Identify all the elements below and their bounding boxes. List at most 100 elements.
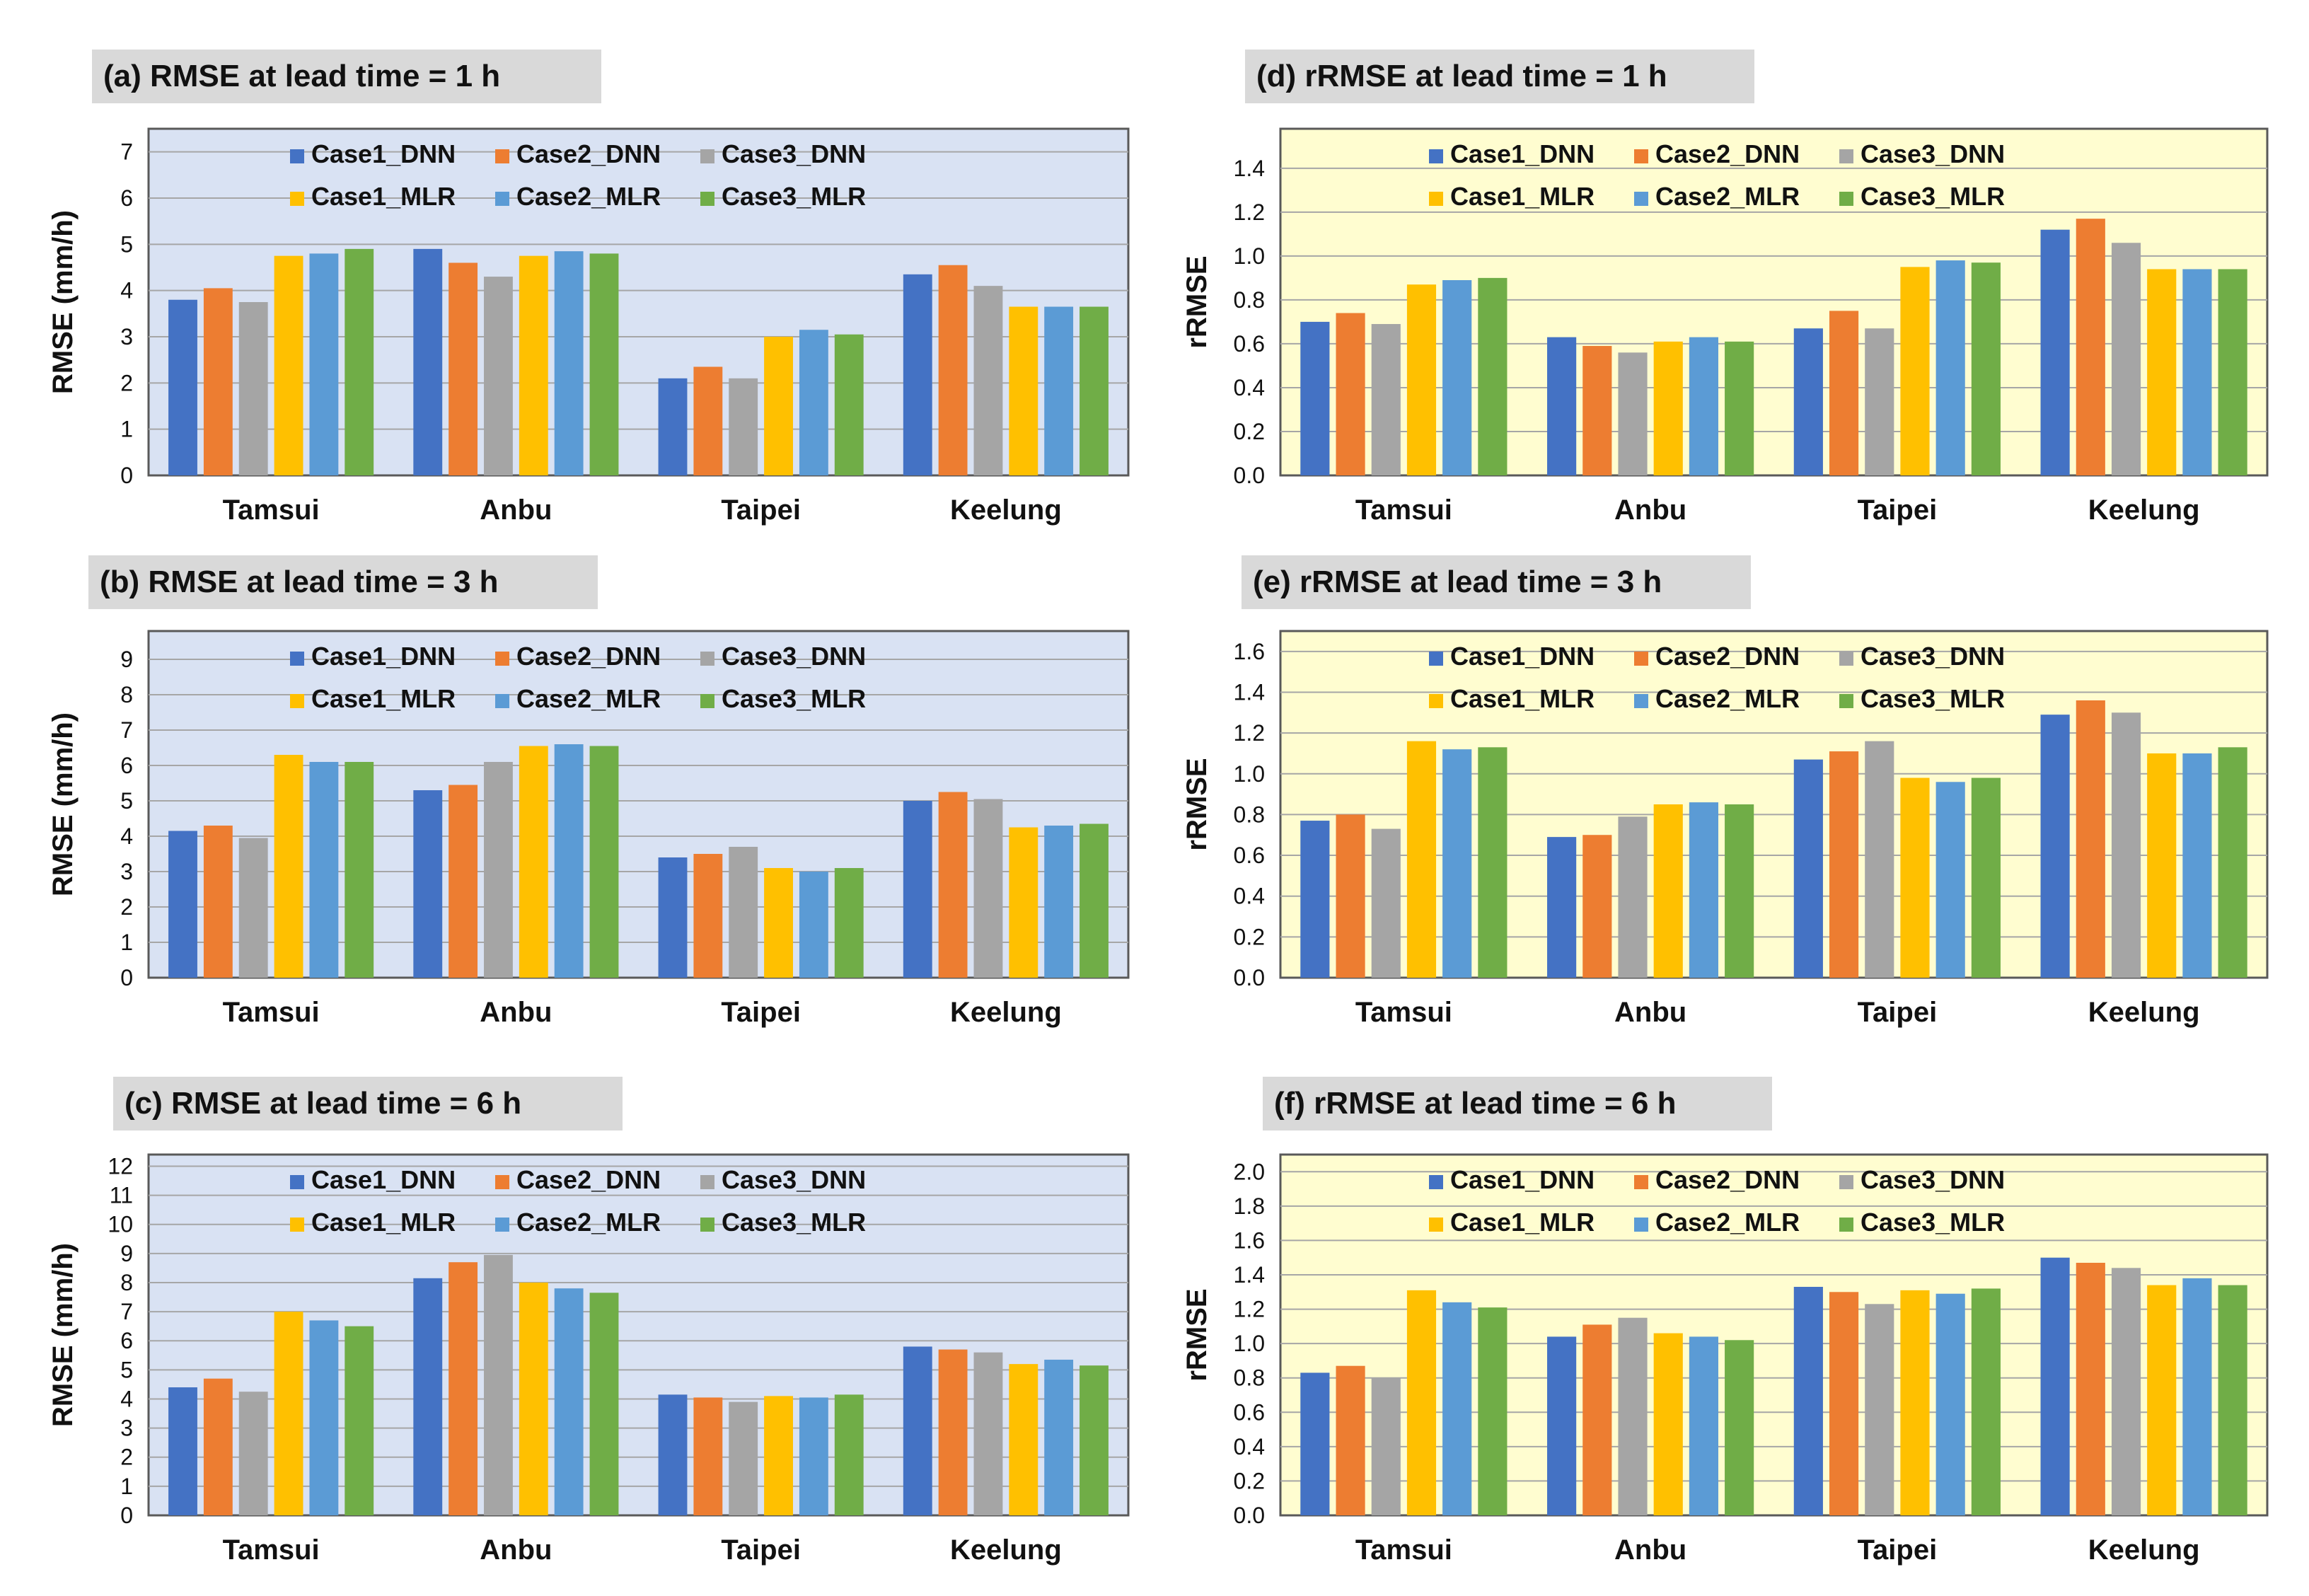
bar — [1935, 1293, 1965, 1515]
bar — [413, 790, 443, 978]
bar — [1547, 1336, 1577, 1515]
y-tick-label: 7 — [120, 139, 133, 165]
bar — [2040, 229, 2070, 475]
legend-swatch — [1429, 149, 1443, 163]
legend-label: Case2_DNN — [516, 1165, 661, 1194]
legend-label: Case2_DNN — [516, 642, 661, 671]
bar — [2147, 1285, 2177, 1515]
legend-label: Case2_DNN — [516, 139, 661, 168]
bar — [729, 847, 758, 978]
x-tick-label: Taipei — [1858, 1534, 1938, 1566]
legend-swatch — [495, 652, 509, 666]
y-tick-label: 0.6 — [1234, 843, 1265, 868]
legend-label: Case2_MLR — [516, 1208, 661, 1237]
legend-swatch — [700, 1218, 714, 1232]
bar — [938, 792, 968, 978]
y-tick-label: 1.6 — [1234, 1227, 1265, 1253]
x-tick-label: Anbu — [480, 1534, 552, 1566]
bar — [274, 1312, 303, 1515]
bar — [309, 762, 339, 978]
bar — [834, 868, 864, 978]
bar — [1900, 777, 1930, 978]
bar — [2111, 1268, 2141, 1515]
bar — [168, 299, 197, 475]
bar — [834, 1394, 864, 1515]
bar — [1582, 835, 1612, 978]
x-tick-label: Tamsui — [223, 1534, 320, 1566]
bar — [1971, 262, 2001, 475]
legend-swatch — [1634, 1218, 1648, 1232]
legend-label: Case1_DNN — [1450, 1165, 1595, 1194]
bar — [1829, 751, 1859, 978]
x-tick-label: Tamsui — [223, 495, 320, 526]
legend-label: Case3_DNN — [722, 1165, 866, 1194]
bar — [2076, 1263, 2105, 1515]
y-tick-label: 1.4 — [1234, 1262, 1265, 1288]
y-tick-label: 0.4 — [1234, 884, 1265, 909]
legend-label: Case2_DNN — [1655, 642, 1800, 671]
bar — [1582, 1324, 1612, 1515]
y-tick-label: 3 — [120, 1416, 133, 1441]
y-axis-label: RMSE (mm/h) — [47, 712, 79, 896]
bar — [449, 1262, 478, 1515]
bar — [1582, 346, 1612, 475]
bar — [903, 274, 932, 475]
legend-label: Case3_MLR — [722, 182, 866, 211]
bar — [693, 1397, 723, 1515]
y-tick-label: 1.0 — [1234, 761, 1265, 787]
bar — [729, 378, 758, 475]
legend-swatch — [1839, 1218, 1853, 1232]
legend-swatch — [1839, 652, 1853, 666]
y-tick-label: 2 — [120, 1445, 133, 1470]
bar — [203, 1378, 233, 1515]
legend-swatch — [1839, 192, 1853, 206]
x-tick-label: Anbu — [1614, 1534, 1686, 1566]
bar — [2218, 1285, 2247, 1515]
bar — [203, 826, 233, 978]
bar — [554, 1288, 584, 1515]
bar — [2218, 269, 2247, 475]
legend-swatch — [495, 149, 509, 163]
y-tick-label: 0 — [120, 965, 133, 990]
legend-swatch — [495, 1218, 509, 1232]
legend-swatch — [1634, 1175, 1648, 1189]
bar — [413, 1278, 443, 1515]
x-tick-label: Taipei — [1858, 997, 1938, 1028]
bar — [484, 762, 513, 978]
bar — [1406, 1290, 1437, 1515]
y-tick-label: 0.2 — [1234, 419, 1265, 444]
bar — [1406, 741, 1437, 978]
bar — [1865, 1304, 1894, 1515]
y-tick-label: 5 — [120, 788, 133, 814]
y-tick-label: 6 — [120, 1328, 133, 1353]
bar — [2111, 243, 2141, 475]
x-tick-label: Tamsui — [1355, 495, 1452, 526]
bar — [1044, 826, 1074, 978]
chart-title-a: (a) RMSE at lead time = 1 h — [92, 50, 601, 103]
bar — [519, 255, 548, 475]
y-tick-label: 1.2 — [1234, 720, 1265, 746]
y-tick-label: 0.8 — [1234, 1365, 1265, 1391]
y-tick-label: 2.0 — [1234, 1159, 1265, 1184]
bar-chart-d: 0.0 0.2 0.4 0.6 0.8 1.0 1.2 1.4 rRMSE Tamsui Anbu T… — [1181, 127, 2269, 526]
legend-swatch — [1429, 192, 1443, 206]
legend-swatch — [495, 192, 509, 206]
bar — [1935, 260, 1965, 475]
y-tick-label: 0 — [120, 1503, 133, 1528]
bar — [2182, 1278, 2212, 1515]
bar — [1793, 328, 1823, 475]
legend-label: Case3_DNN — [1860, 1165, 2005, 1194]
bar — [729, 1401, 758, 1515]
x-tick-label: Anbu — [480, 495, 552, 526]
bar — [1829, 311, 1859, 475]
bar — [693, 854, 723, 978]
y-tick-label: 10 — [108, 1212, 133, 1237]
bar — [2076, 700, 2105, 978]
bar — [1371, 1377, 1401, 1515]
legend-label: Case1_MLR — [1450, 684, 1595, 713]
bar — [1371, 828, 1401, 978]
legend-swatch — [700, 1175, 714, 1189]
y-tick-label: 11 — [110, 1183, 133, 1208]
y-tick-label: 2 — [120, 894, 133, 920]
